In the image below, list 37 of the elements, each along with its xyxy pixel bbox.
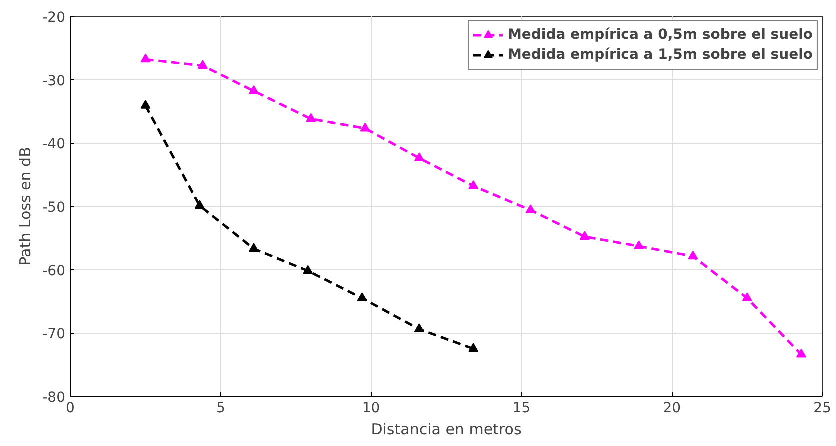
x-axis-title: Distancia en metros	[371, 420, 522, 438]
point	[468, 343, 479, 352]
point	[634, 240, 644, 250]
legend-label: Medida empírica a 1,5m sobre el suelo	[508, 47, 813, 63]
point	[414, 152, 424, 162]
point	[248, 243, 259, 252]
point	[688, 250, 698, 260]
point	[198, 60, 208, 69]
point	[194, 200, 205, 209]
x-tick-label: 0	[66, 400, 75, 416]
x-tick-label: 25	[814, 400, 832, 416]
x-tick-label: 20	[663, 400, 682, 416]
point	[414, 324, 424, 332]
point	[357, 292, 368, 302]
y-axis-title: Path Loss en dB	[16, 147, 35, 266]
legend-label: Medida empírica a 0,5m sobre el suelo	[508, 27, 813, 43]
point	[468, 180, 479, 190]
y-tick-label: -50	[42, 200, 66, 216]
point	[580, 231, 590, 240]
x-tick-label: 5	[216, 400, 226, 416]
point	[306, 113, 316, 122]
x-tick-label: 15	[512, 400, 531, 416]
point	[140, 100, 151, 109]
point	[742, 292, 752, 302]
point	[796, 349, 806, 358]
point	[140, 54, 151, 63]
y-tick-label: -40	[42, 136, 66, 153]
point	[526, 204, 536, 214]
point	[248, 86, 259, 94]
y-tick-label: -80	[42, 390, 66, 406]
x-tick-label: 10	[362, 400, 380, 416]
point	[303, 265, 314, 274]
y-tick-label: -70	[42, 326, 66, 343]
point	[360, 122, 370, 132]
y-tick-label: -60	[42, 263, 66, 280]
y-tick-label: -30	[42, 73, 66, 90]
y-tick-label: -20	[42, 10, 66, 26]
